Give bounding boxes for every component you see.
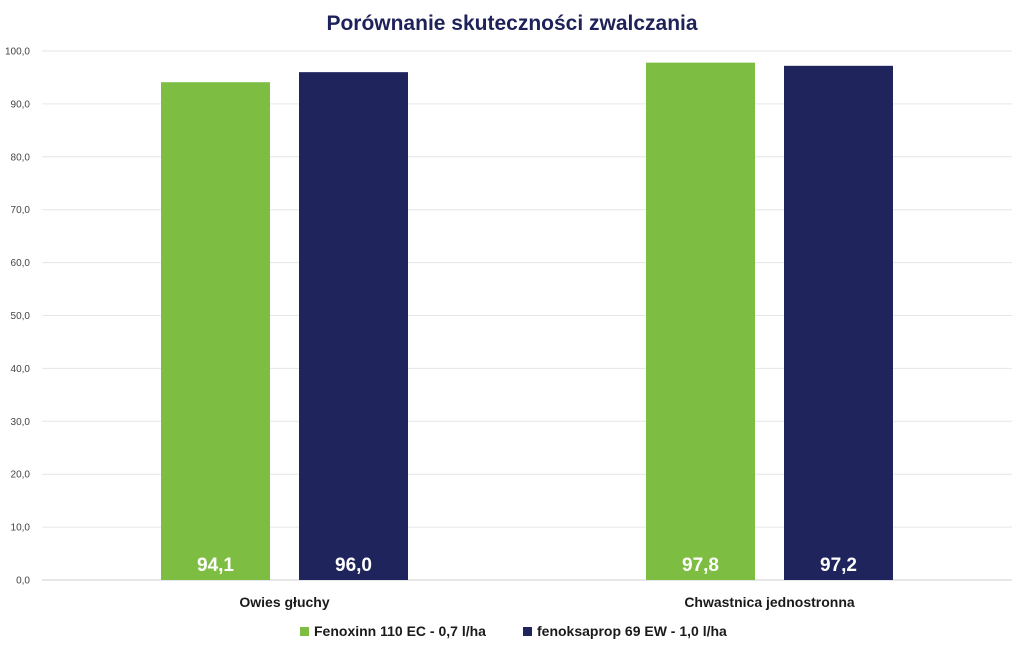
bar (784, 65, 893, 580)
chart-title: Porównanie skuteczności zwalczania (326, 12, 697, 35)
bar-value-label: 97,2 (820, 555, 857, 576)
y-tick-label: 100,0 (5, 47, 30, 58)
y-tick-label: 10,0 (11, 523, 31, 534)
y-tick-label: 50,0 (11, 311, 31, 322)
bar (299, 72, 408, 580)
legend: Fenoxinn 110 EC - 0,7 l/ha fenoksaprop 69… (300, 623, 727, 639)
y-axis-ticks: 0,0 10,0 20,0 30,0 40,0 50,0 60,0 70,0 80,0 90,0 1… (5, 47, 30, 587)
bar (646, 62, 755, 580)
legend-label: Fenoxinn 110 EC - 0,7 l/ha (314, 623, 486, 639)
y-tick-label: 90,0 (11, 99, 31, 110)
y-tick-label: 20,0 (11, 470, 31, 481)
y-tick-label: 80,0 (11, 152, 31, 163)
y-tick-label: 0,0 (16, 576, 30, 587)
data-labels: 94,1 96,0 97,8 97,2 (197, 555, 857, 576)
legend-swatch (300, 627, 309, 636)
legend-swatch (523, 627, 532, 636)
y-tick-label: 40,0 (11, 364, 31, 375)
y-tick-label: 60,0 (11, 258, 31, 269)
y-tick-label: 70,0 (11, 205, 31, 216)
bar (161, 82, 270, 580)
category-label: Owies głuchy (239, 594, 329, 610)
category-labels: Owies głuchy Chwastnica jednostronna (239, 594, 855, 610)
legend-label: fenoksaprop 69 EW - 1,0 l/ha (537, 623, 727, 639)
bars (161, 62, 893, 580)
category-label: Chwastnica jednostronna (684, 594, 855, 610)
bar-value-label: 97,8 (682, 555, 719, 576)
y-tick-label: 30,0 (11, 417, 31, 428)
bar-value-label: 96,0 (335, 555, 372, 576)
bar-value-label: 94,1 (197, 555, 234, 576)
